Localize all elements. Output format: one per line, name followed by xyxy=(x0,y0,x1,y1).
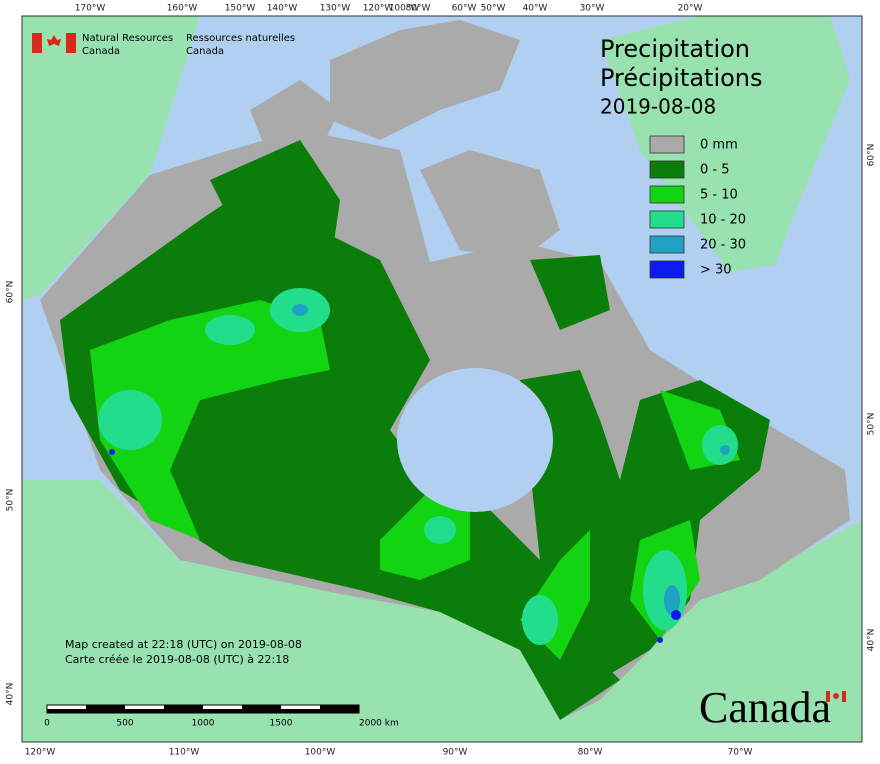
precip-5-10 xyxy=(90,300,330,540)
precip-0-5 xyxy=(530,255,610,330)
legend-swatch xyxy=(649,185,685,204)
precip-over-30 xyxy=(671,610,681,620)
flag-bar xyxy=(66,33,76,53)
longitude-label: 60°W xyxy=(452,4,477,14)
precip-over-30 xyxy=(109,449,115,455)
frame-border xyxy=(21,15,863,743)
scale-label: 1500 xyxy=(270,719,293,729)
longitude-label: 150°W xyxy=(225,4,256,14)
scale-segment xyxy=(320,705,359,709)
latitude-label: 60°N xyxy=(6,281,16,304)
legend-label: 0 mm xyxy=(700,138,738,153)
longitude-label: 170°W xyxy=(75,4,106,14)
flag-bar xyxy=(32,33,42,53)
legend-label: 5 - 10 xyxy=(700,188,738,203)
scale-segment xyxy=(242,705,281,709)
alaska xyxy=(22,16,200,300)
longitude-label: 80°W xyxy=(578,748,603,758)
legend-label: 0 - 5 xyxy=(700,163,730,178)
latitude-label: 40°N xyxy=(867,629,877,652)
map-frame xyxy=(21,15,863,743)
precip-over-30 xyxy=(657,637,663,643)
longitude-label: 90°W xyxy=(443,748,468,758)
note: Map created at 22:18 (UTC) on 2019-08-08 xyxy=(65,638,302,651)
logo-text: Canada xyxy=(82,46,120,57)
maple-leaf xyxy=(47,35,61,46)
scale-label: 0 xyxy=(44,719,50,729)
legend-swatch xyxy=(649,235,685,254)
longitude-label: 100°W xyxy=(389,4,420,14)
scale-segment xyxy=(125,709,203,713)
legend-swatch xyxy=(649,260,685,279)
date: 2019-08-08 xyxy=(600,95,716,119)
logo-text: Natural Resources xyxy=(82,33,173,44)
scale-segment xyxy=(47,709,125,713)
legend-label: 20 - 30 xyxy=(700,238,746,253)
wordmark-flag xyxy=(833,693,839,699)
precip-10-20 xyxy=(424,516,456,544)
scale-segment xyxy=(86,705,125,709)
hudson-bay xyxy=(397,368,553,512)
logo-text: Ressources naturelles xyxy=(186,33,295,44)
legend-label: > 30 xyxy=(700,263,732,278)
note: Carte créée le 2019-08-08 (UTC) à 22:18 xyxy=(65,653,289,666)
logo: Natural Resources Canada Ressources natu… xyxy=(32,33,295,57)
legend-label: 10 - 20 xyxy=(700,213,746,228)
scale-segment xyxy=(164,705,203,709)
longitude-label: 50°W xyxy=(481,4,506,14)
greenland xyxy=(600,16,850,272)
precip-10-20 xyxy=(522,595,558,645)
longitude-label: 120°W xyxy=(25,748,56,758)
title: Precipitation xyxy=(600,35,750,63)
longitude-label: 100°W xyxy=(305,748,336,758)
arctic-island xyxy=(330,20,520,140)
precip-20-30 xyxy=(720,445,730,455)
longitude-label: 40°W xyxy=(523,4,548,14)
precip-10-20 xyxy=(205,315,255,345)
title: Précipitations xyxy=(600,64,763,92)
precip-10-20 xyxy=(98,390,162,450)
longitude-label: 140°W xyxy=(267,4,298,14)
precip-20-30 xyxy=(664,585,680,615)
precip-5-10 xyxy=(380,490,470,580)
logo-text: Canada xyxy=(186,46,224,57)
wordmark-flag xyxy=(826,691,830,702)
longitude-label: 120°W xyxy=(363,4,394,14)
latitude-label: 60°N xyxy=(867,144,877,167)
longitude-label: 160°W xyxy=(167,4,198,14)
longitude-label: 130°W xyxy=(320,4,351,14)
baffin-island xyxy=(420,150,560,260)
arctic-island xyxy=(250,80,340,160)
longitude-label: 30°W xyxy=(580,4,605,14)
longitude-label: 110°W xyxy=(169,748,200,758)
scale-segment xyxy=(281,709,359,713)
latitude-label: 50°N xyxy=(867,413,877,436)
precip-10-20 xyxy=(643,550,687,630)
precip-20-30 xyxy=(292,304,308,316)
legend-swatch xyxy=(649,135,685,154)
wordmark: Canada xyxy=(699,683,831,732)
united-states xyxy=(22,480,862,742)
scale-label: 500 xyxy=(116,719,133,729)
precip-10-20 xyxy=(702,425,738,465)
longitude-label: 80°W xyxy=(406,4,431,14)
latitude-label: 50°N xyxy=(6,489,16,512)
longitude-label: 70°W xyxy=(728,748,753,758)
legend: 0 mm 0 - 5 5 - 10 10 - 20 20 - 30 > 30 xyxy=(649,135,746,279)
scale-segment xyxy=(203,709,281,713)
wordmark-flag xyxy=(842,691,846,702)
longitude-label: 20°W xyxy=(678,4,703,14)
scale-bar: 0 500 1000 1500 2000 km xyxy=(44,704,399,729)
latitude-label: 40°N xyxy=(6,683,16,706)
scale-label: 2000 km xyxy=(359,719,399,729)
precip-0-5 xyxy=(210,140,340,270)
legend-swatch xyxy=(649,160,685,179)
scale-label: 1000 xyxy=(192,719,215,729)
legend-swatch xyxy=(649,210,685,229)
